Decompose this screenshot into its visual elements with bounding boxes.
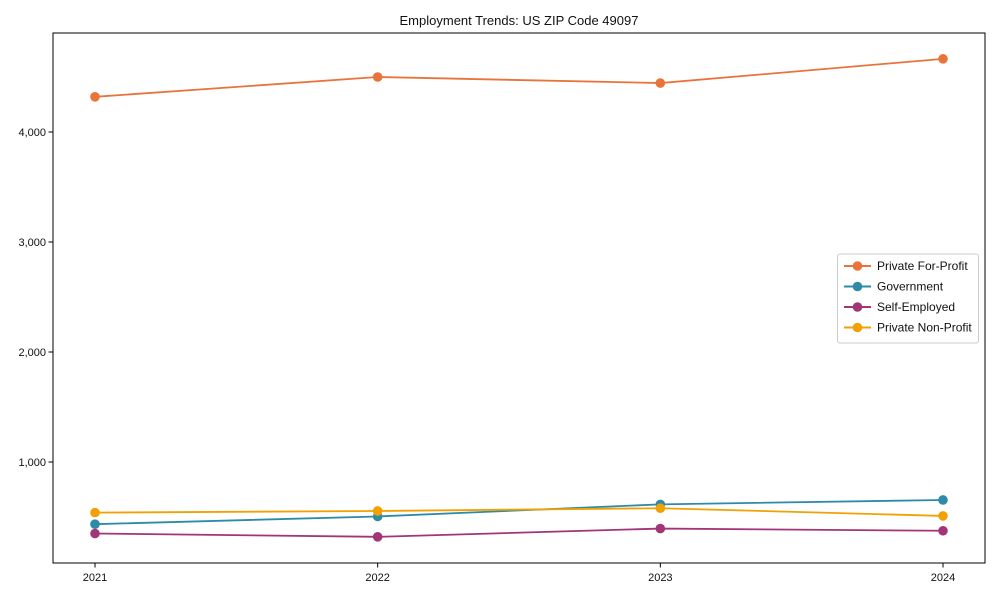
data-point-self-employed [372,532,383,542]
data-point-private-non-profit [655,503,666,514]
legend-marker-dot [852,281,863,292]
y-tick-label: 3,000 [18,237,46,249]
plot-area-frame [52,32,986,564]
series-line-self-employed [94,527,944,538]
data-point-self-employed [938,525,948,536]
series-line-private-for-profit [94,57,944,98]
data-point-private-non-profit [938,511,948,521]
data-point-private-non-profit [90,507,100,518]
legend-item-self-employed: Self-Employed [844,300,955,314]
series-group [90,54,948,542]
x-tick-label: 2024 [931,572,955,584]
legend-label: Private For-Profit [877,259,968,273]
series-line-private-non-profit [94,507,944,517]
legend-box [837,253,979,344]
data-point-self-employed [90,528,100,539]
legend-marker-dot [852,302,863,312]
chart-title: Employment Trends: US ZIP Code 49097 [400,13,639,28]
x-tick-label: 2022 [365,572,389,584]
legend: Private For-Profit Government Self-Employe… [837,253,979,344]
x-tick-label: 2023 [648,572,672,584]
legend-item-government: Government [844,280,944,294]
data-point-private-for-profit [372,72,383,82]
legend-marker-dot [852,322,863,333]
data-point-private-for-profit [655,78,666,88]
axis-ticks: 2021 2022 2023 2024 1,000 2,000 3,000 4,000 [18,127,955,584]
data-point-private-for-profit [90,92,100,102]
y-tick-label: 2,000 [18,347,46,359]
legend-label: Government [877,280,944,294]
data-point-government [938,495,948,505]
x-tick-label: 2021 [83,572,107,584]
data-point-private-for-profit [938,54,948,64]
data-point-government [90,519,100,529]
legend-item-private-for-profit: Private For-Profit [844,259,968,273]
legend-marker-dot [852,261,863,271]
data-point-private-non-profit [372,506,383,516]
data-point-self-employed [655,523,666,534]
y-tick-label: 1,000 [18,457,46,469]
legend-label: Private Non-Profit [877,321,972,335]
legend-item-private-non-profit: Private Non-Profit [844,321,972,335]
legend-label: Self-Employed [877,300,955,314]
y-tick-label: 4,000 [18,127,46,139]
